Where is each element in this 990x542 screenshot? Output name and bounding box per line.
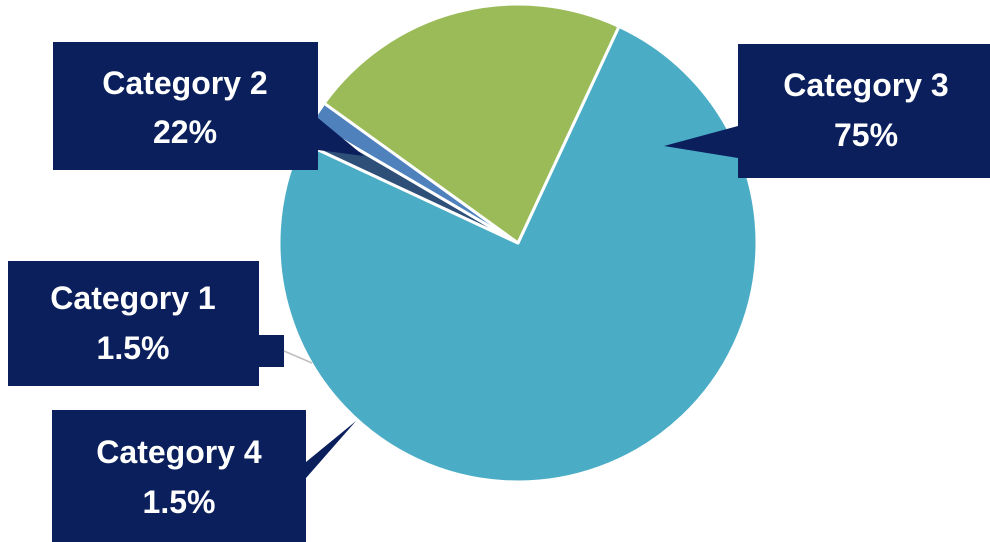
callout-category-2-value: 22%: [153, 114, 217, 150]
callout-category-1-leader: [283, 350, 313, 364]
callout-category-1-name: Category 1: [50, 280, 215, 316]
data-label-callouts: Category 2 22% Category 3 75% Category 1…: [8, 42, 990, 542]
callout-category-4-value: 1.5%: [143, 484, 216, 520]
callout-category-1: Category 1 1.5%: [8, 261, 313, 386]
pie-slices: [277, 2, 759, 484]
callout-category-4-name: Category 4: [96, 434, 262, 470]
callout-category-2-name: Category 2: [102, 65, 267, 101]
callout-category-2: Category 2 22%: [53, 42, 364, 170]
callout-category-3-name: Category 3: [783, 67, 948, 103]
callout-category-3: Category 3 75%: [664, 44, 990, 178]
callout-category-1-box: [8, 261, 284, 386]
callout-category-3-box: [664, 44, 990, 178]
callout-category-3-value: 75%: [834, 117, 898, 153]
callout-category-4-box: [52, 410, 356, 542]
pie-slice-category-2: [322, 2, 621, 245]
callout-category-2-box: [53, 42, 364, 170]
callout-category-4: Category 4 1.5%: [52, 410, 356, 542]
callout-category-1-value: 1.5%: [97, 330, 170, 366]
